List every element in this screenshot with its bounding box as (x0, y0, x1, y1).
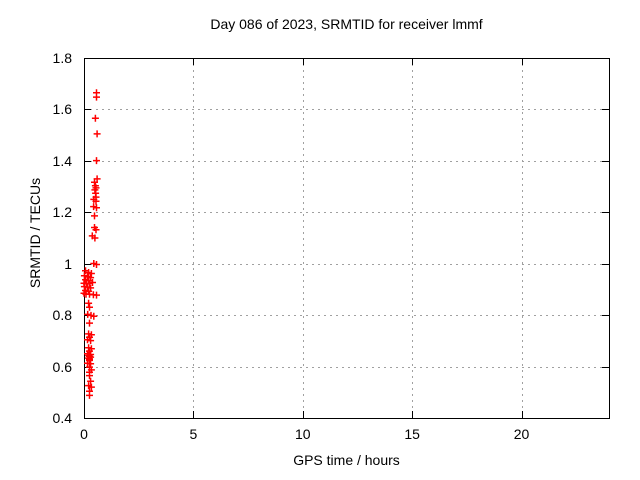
y-tick-label-1.8: 1.8 (52, 50, 72, 66)
y-tick-label-0.6: 0.6 (52, 358, 72, 375)
x-tick-label-0: 0 (80, 426, 88, 442)
y-tick-label-1: 1 (64, 255, 72, 272)
axis-ticks (84, 58, 609, 419)
x-axis-label: GPS time / hours (293, 452, 400, 468)
y-tick-label-0.8: 0.8 (52, 307, 72, 324)
x-tick-label-20: 20 (513, 426, 530, 442)
plot-border (84, 58, 610, 419)
x-tick-label-5: 5 (189, 426, 198, 442)
y-tick-label-1.4: 1.4 (52, 152, 72, 169)
y-tick-label-0.4: 0.4 (52, 410, 72, 426)
scatter-points-srmtid (80, 89, 101, 399)
x-tick-label-10: 10 (294, 426, 311, 442)
y-tick-label-1.6: 1.6 (52, 101, 72, 118)
y-tick-label-1.2: 1.2 (52, 204, 72, 221)
x-tick-label-15: 15 (404, 426, 420, 442)
grid-lines (84, 58, 609, 418)
chart-title: Day 086 of 2023, SRMTID for receiver lmm… (210, 16, 483, 32)
